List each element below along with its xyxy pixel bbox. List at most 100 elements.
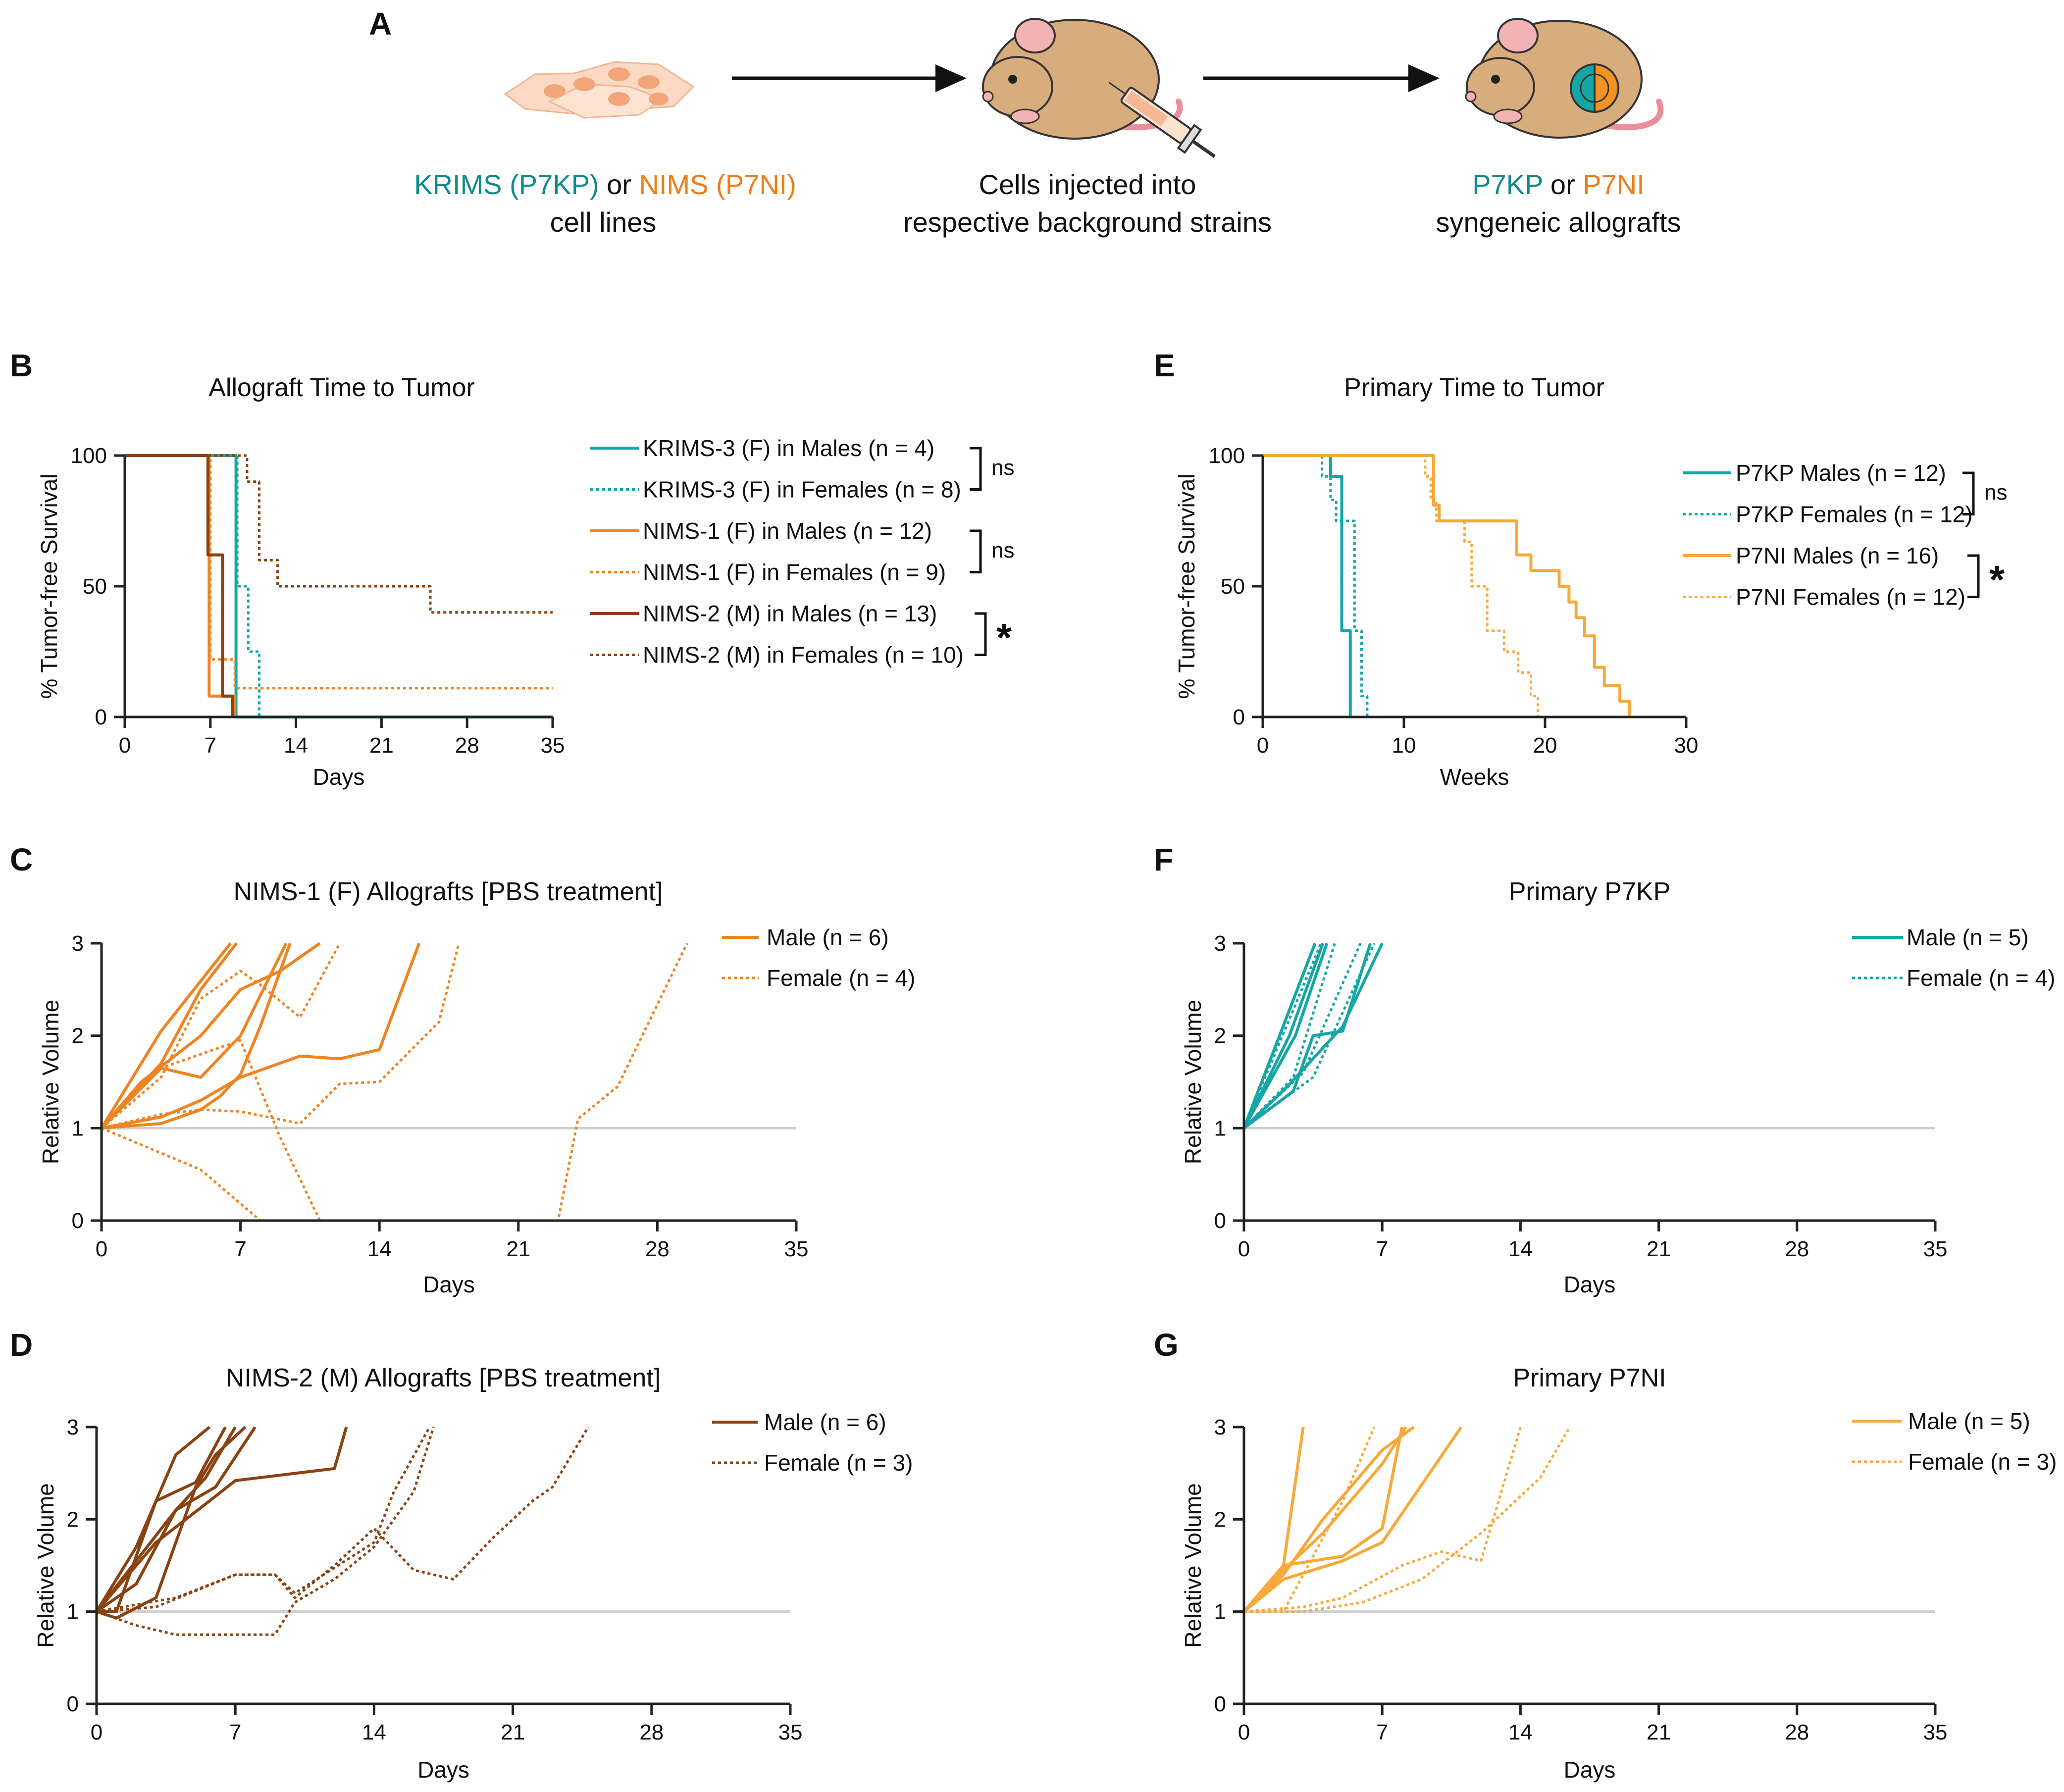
x-tick-label: 35 — [1923, 1237, 1948, 1261]
significance-ns: ns — [991, 538, 1014, 563]
y-tick-label: 1 — [67, 1600, 79, 1624]
x-tick-label: 35 — [784, 1237, 809, 1261]
x-tick-label: 14 — [367, 1237, 392, 1261]
significance-bracket: ns — [970, 447, 1014, 491]
y-tick-label: 3 — [1214, 931, 1226, 956]
step2-line1: Cells injected into — [979, 169, 1196, 200]
panel-letter-c: C — [10, 842, 33, 877]
chart-panel-g: G Primary P7NI 0 7 14 21 28 35 0 1 2 3 Days Relative … — [1154, 1327, 2057, 1783]
series-line-7 — [1243, 1427, 1522, 1613]
bracket-line — [970, 447, 982, 491]
legend-label: P7KP Females (n = 12) — [1736, 502, 1973, 527]
series-line-4 — [1263, 454, 1540, 717]
y-tick-label: 3 — [72, 931, 84, 956]
y-tick-label: 50 — [83, 574, 107, 599]
series-line-3 — [125, 454, 237, 717]
series-line-3 — [1263, 454, 1631, 717]
x-tick-label: 21 — [369, 733, 394, 758]
series-line-6 — [1244, 1427, 1376, 1613]
series-line-8 — [1243, 942, 1362, 1129]
x-axis-label: Weeks — [1440, 764, 1509, 790]
significance-star: * — [996, 615, 1012, 660]
x-tick-label: 21 — [1647, 1720, 1671, 1744]
x-tick-label: 7 — [229, 1720, 241, 1744]
y-tick-label: 0 — [1214, 1209, 1226, 1233]
legend: KRIMS-3 (F) in Males (n = 4) KRIMS-3 (F) … — [590, 435, 964, 668]
mouse-allograft-illustration — [1465, 18, 1664, 139]
chart-panel-f: F Primary P7KP 0 7 14 21 28 35 0 1 2 3 Days Relative … — [1154, 842, 2055, 1297]
significance-bracket: ns — [1962, 471, 2007, 515]
chart-title: Primary P7NI — [1513, 1364, 1666, 1392]
y-tick-label: 0 — [1233, 705, 1245, 729]
x-tick-label: 0 — [1238, 1237, 1250, 1261]
y-tick-label: 2 — [1214, 1024, 1226, 1048]
significance-ns: ns — [1984, 480, 2007, 505]
x-tick-label: 20 — [1533, 733, 1557, 758]
y-tick-label: 0 — [1214, 1692, 1226, 1716]
significance-bracket: * — [975, 612, 1012, 660]
legend-label: KRIMS-3 (F) in Females (n = 8) — [643, 477, 961, 503]
legend-label: KRIMS-3 (F) in Males (n = 4) — [643, 435, 934, 461]
legend: Male (n = 6) Female (n = 3) — [712, 1409, 913, 1476]
x-tick-label: 21 — [506, 1237, 530, 1261]
legend-label: NIMS-2 (M) in Males (n = 13) — [643, 601, 937, 626]
y-tick-label: 3 — [1214, 1415, 1226, 1439]
y-axis-label: Relative Volume — [33, 1483, 58, 1647]
series-line-7 — [96, 1427, 435, 1636]
panel-letter-a: A — [369, 6, 392, 42]
y-tick-label: 50 — [1221, 574, 1245, 599]
legend-label: Female (n = 4) — [1907, 965, 2055, 991]
x-tick-label: 28 — [1785, 1720, 1809, 1744]
panel-letter-f: F — [1154, 842, 1173, 877]
x-tick-label: 14 — [1508, 1237, 1533, 1261]
significance-bracket: ns — [970, 529, 1014, 573]
p7kp-label: P7KP — [1472, 169, 1543, 200]
series-line-1 — [100, 942, 232, 1129]
y-tick-label: 100 — [71, 444, 107, 468]
step3-line1: P7KP or P7NI — [1472, 169, 1645, 200]
significance-star: * — [1989, 558, 2005, 602]
legend-label: Male (n = 5) — [1908, 1408, 2030, 1434]
step1-or: or — [599, 169, 639, 200]
x-tick-label: 0 — [1257, 733, 1269, 758]
series-group — [1263, 454, 1631, 717]
y-tick-label: 0 — [67, 1692, 79, 1716]
series-line-4 — [96, 1426, 247, 1620]
series-line-4 — [1243, 1426, 1463, 1613]
chart-title: Primary P7KP — [1509, 877, 1671, 906]
step2-line2: respective background strains — [903, 206, 1272, 238]
y-axis-label: Relative Volume — [1180, 1483, 1206, 1647]
series-line-6 — [125, 454, 553, 614]
series-line-10 — [101, 942, 688, 1222]
x-axis-label: Days — [423, 1272, 475, 1297]
legend-label: P7KP Males (n = 12) — [1736, 460, 1946, 486]
series-line-1 — [1263, 454, 1352, 717]
x-tick-label: 28 — [639, 1720, 664, 1744]
krims-cell-line-label: KRIMS (P7KP) — [414, 169, 599, 200]
x-tick-label: 21 — [501, 1720, 525, 1744]
step1-line2: cell lines — [550, 206, 657, 238]
series-line-3 — [1242, 1426, 1415, 1613]
panel-letter-b: B — [10, 348, 33, 383]
series-line-2 — [1263, 454, 1369, 717]
series-line-9 — [1243, 942, 1376, 1129]
legend-label: P7NI Males (n = 16) — [1736, 543, 1939, 568]
bracket-line — [975, 612, 987, 656]
legend: Male (n = 5) Female (n = 4) — [1852, 924, 2055, 991]
y-tick-label: 3 — [67, 1415, 79, 1439]
x-axis-label: Days — [1564, 1757, 1616, 1783]
x-tick-label: 0 — [1238, 1720, 1250, 1744]
y-tick-label: 0 — [72, 1209, 84, 1233]
series-group — [125, 454, 553, 718]
series-line-6 — [95, 1426, 257, 1613]
y-tick-label: 0 — [95, 705, 107, 729]
chart-title: Primary Time to Tumor — [1344, 373, 1604, 402]
bracket-line — [970, 529, 982, 573]
series-group — [95, 1426, 589, 1636]
x-tick-label: 7 — [1376, 1720, 1388, 1744]
legend: P7KP Males (n = 12) P7KP Females (n = 12)… — [1683, 460, 1973, 610]
x-axis-label: Days — [417, 1757, 469, 1783]
chart-panel-d: D NIMS-2 (M) Allografts [PBS treatment] 0 7… — [10, 1327, 913, 1783]
